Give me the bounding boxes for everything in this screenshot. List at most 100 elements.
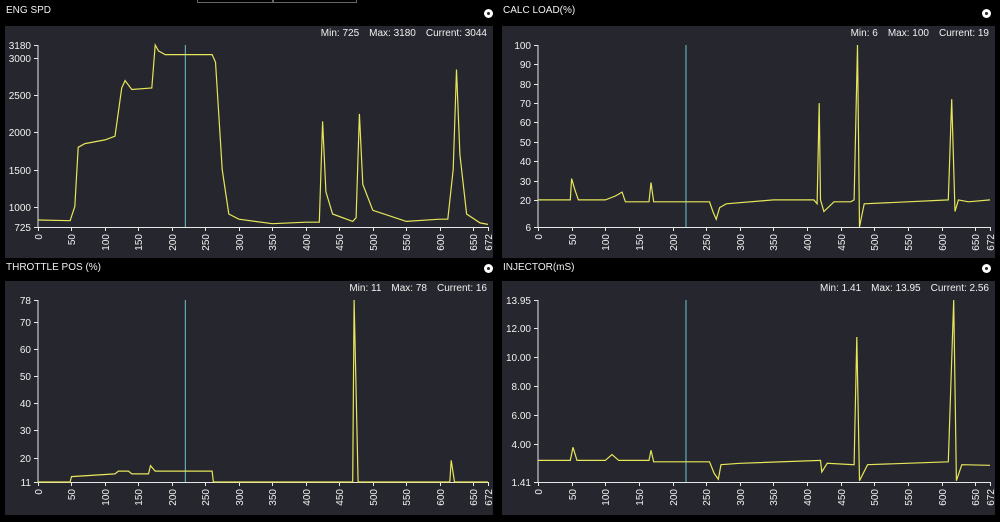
panel-title: INJECTOR(mS)	[503, 262, 575, 273]
x-tick-label: 550	[904, 234, 915, 251]
y-tick-label: 70	[520, 99, 532, 110]
y-tick-label: 6.00	[512, 411, 532, 422]
y-tick-label: 50	[20, 372, 32, 383]
x-tick-label: 350	[769, 234, 780, 251]
x-tick-label: 450	[837, 489, 848, 506]
x-tick-label: 150	[134, 489, 145, 506]
x-tick-label: 300	[736, 234, 747, 251]
y-tick-label: 78	[20, 296, 32, 307]
y-tick-label: 1500	[9, 166, 32, 177]
panel-title: CALC LOAD(%)	[503, 5, 576, 16]
x-tick-label: 0	[34, 234, 45, 240]
x-tick-label: 50	[67, 489, 78, 501]
y-tick-label: 1000	[9, 203, 32, 214]
y-tick-label: 30	[20, 426, 32, 437]
x-tick-label: 50	[67, 234, 78, 246]
x-tick-label: 200	[669, 489, 680, 506]
x-tick-label: 0	[34, 489, 45, 495]
x-tick-label: 550	[402, 489, 413, 506]
stat-max: Max: 3180	[369, 28, 416, 39]
chart-svg: 1.41 4.00 6.00 8.00 10.00 12.00 13.95 0 50 100 150…	[506, 296, 995, 506]
y-tick-label: 100	[514, 41, 531, 52]
stat-current: Current: 3044	[425, 28, 487, 39]
panel-select-radio[interactable]	[982, 264, 991, 273]
chart-svg: 725 1000 1500 2000 2500 3000 3180 0 50 100 150 200 2…	[9, 41, 493, 251]
x-tick-label: 200	[168, 234, 179, 251]
toolbar-box-left[interactable]	[197, 0, 273, 3]
stats: Min: 725 Max: 3180 Current: 3044	[311, 28, 487, 39]
x-tick-label: 300	[235, 489, 246, 506]
y-tick-label: 2000	[9, 128, 32, 139]
y-tick-label: 40	[20, 399, 32, 410]
y-tick-label: 70	[20, 318, 32, 329]
chart-area: Min: 6 Max: 100 Current: 19 6 20 30 40 50 60 70 8…	[502, 26, 995, 258]
stat-max: Max: 100	[887, 28, 929, 39]
y-tick-label: 60	[20, 345, 32, 356]
stat-max: Max: 78	[391, 283, 427, 294]
x-tick-label: 350	[268, 234, 279, 251]
x-tick-label: 150	[635, 489, 646, 506]
panel-select-radio[interactable]	[982, 9, 991, 18]
x-tick-label: 250	[702, 489, 713, 506]
panel-title: THROTTLE POS (%)	[6, 262, 102, 273]
x-tick-label: 450	[335, 234, 346, 251]
x-tick-label: 50	[568, 489, 579, 501]
y-tick-label: 11	[21, 478, 32, 489]
chart-area: Min: 1.41 Max: 13.95 Current: 2.56 1.41 4.0…	[502, 281, 995, 515]
x-tick-label: 450	[837, 234, 848, 251]
stats: Min: 6 Max: 100 Current: 19	[841, 28, 989, 39]
x-tick-label: 0	[534, 489, 545, 495]
x-tick-label: 500	[870, 234, 881, 251]
x-tick-label: 650	[469, 234, 480, 251]
x-tick-label: 672	[484, 234, 493, 251]
y-tick-label: 4.00	[512, 440, 532, 451]
x-tick-label: 600	[938, 234, 949, 251]
y-tick-label: 50	[520, 138, 532, 149]
x-tick-label: 250	[702, 234, 713, 251]
x-tick-label: 150	[635, 234, 646, 251]
panel-select-radio[interactable]	[484, 264, 493, 273]
x-tick-label: 672	[986, 234, 995, 251]
panel-select-radio[interactable]	[484, 9, 493, 18]
y-tick-label: 10.00	[506, 353, 531, 364]
x-tick-label: 150	[134, 234, 145, 251]
stat-min: Min: 1.41	[820, 283, 862, 294]
x-tick-label: 100	[601, 234, 612, 251]
chart-svg: 11 20 30 40 50 60 70 78 0 50 100 150 200 250 300 350 400…	[20, 296, 493, 506]
x-tick-label: 200	[168, 489, 179, 506]
x-tick-label: 650	[971, 234, 982, 251]
stats: Min: 1.41 Max: 13.95 Current: 2.56	[810, 283, 989, 294]
x-tick-label: 500	[870, 489, 881, 506]
y-tick-label: 2500	[9, 91, 32, 102]
stat-min: Min: 6	[850, 28, 878, 39]
y-tick-label: 60	[520, 118, 532, 129]
stat-min: Min: 725	[320, 28, 360, 39]
x-tick-label: 250	[201, 234, 212, 251]
stat-current: Current: 16	[436, 283, 487, 294]
x-tick-label: 200	[669, 234, 680, 251]
stats: Min: 11 Max: 78 Current: 16	[339, 283, 487, 294]
series-line	[37, 42, 489, 225]
chart-area: Min: 725 Max: 3180 Current: 3044 725 1000 15…	[5, 26, 493, 258]
series-line	[538, 299, 991, 481]
y-tick-label: 80	[520, 80, 532, 91]
y-tick-label: 725	[14, 223, 31, 234]
y-tick-label: 30	[520, 177, 532, 188]
x-tick-label: 350	[769, 489, 780, 506]
y-tick-label: 20	[20, 454, 32, 465]
y-tick-label: 6	[525, 223, 531, 234]
stat-current: Current: 2.56	[930, 283, 989, 294]
toolbar-box-right[interactable]	[273, 0, 357, 3]
x-tick-label: 550	[402, 234, 413, 251]
y-tick-label: 20	[520, 196, 532, 207]
x-tick-label: 100	[101, 234, 112, 251]
x-tick-label: 672	[986, 489, 995, 506]
stat-min: Min: 11	[349, 283, 382, 294]
y-tick-label: 3180	[9, 41, 32, 52]
x-tick-label: 650	[469, 489, 480, 506]
x-tick-label: 400	[302, 489, 313, 506]
x-tick-label: 672	[484, 489, 493, 506]
y-tick-label: 13.95	[506, 296, 531, 307]
x-tick-label: 300	[235, 234, 246, 251]
x-tick-label: 600	[938, 489, 949, 506]
